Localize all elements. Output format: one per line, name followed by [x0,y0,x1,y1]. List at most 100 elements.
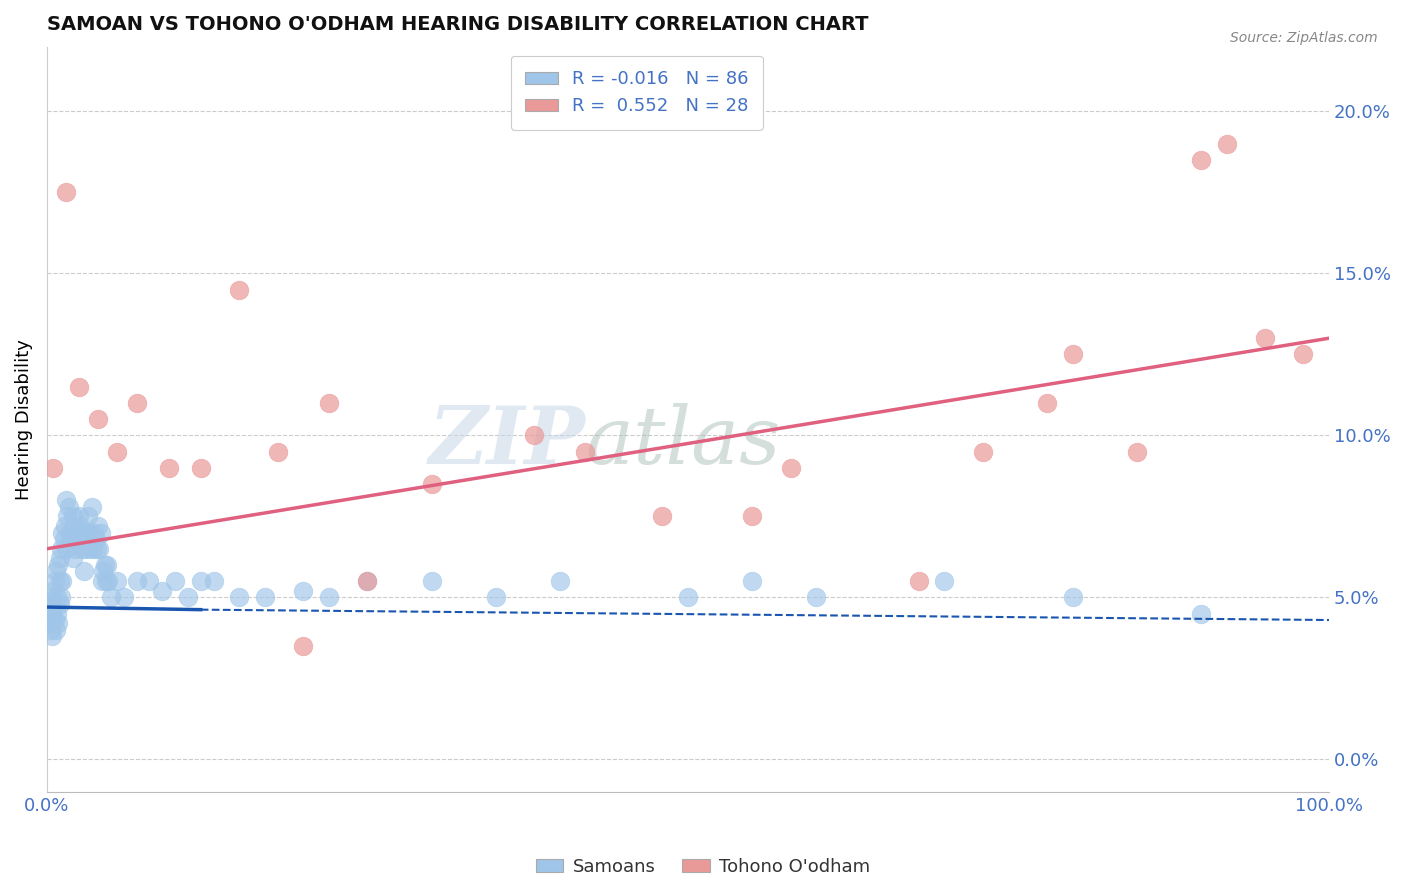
Point [741,509,763,524]
Point [55,186,77,200]
Point [86,541,108,556]
Point [356,574,378,589]
Point [60,532,83,546]
Point [907,574,929,589]
Text: Source: ZipAtlas.com: Source: ZipAtlas.com [1230,31,1378,45]
Point [45,623,67,637]
Point [107,444,129,458]
Point [228,591,250,605]
Y-axis label: Hearing Disability: Hearing Disability [15,339,32,500]
Point [48,616,70,631]
Point [41,607,63,621]
Point [190,460,212,475]
Point [37,607,59,621]
Point [972,444,994,458]
Point [125,574,148,589]
Point [48,558,70,572]
Point [165,574,187,589]
Point [548,574,571,589]
Point [87,412,110,426]
Point [65,532,87,546]
Point [80,500,103,514]
Point [107,574,129,589]
Point [318,396,340,410]
Point [1215,136,1237,151]
Point [96,558,118,572]
Point [83,525,105,540]
Point [62,509,84,524]
Point [267,444,290,458]
Point [48,574,70,589]
Point [190,574,212,589]
Text: atlas: atlas [585,403,780,480]
Point [82,541,104,556]
Point [75,541,97,556]
Point [48,551,70,566]
Legend: Samoans, Tohono O'odham: Samoans, Tohono O'odham [529,851,877,883]
Point [51,574,73,589]
Point [356,574,378,589]
Point [574,444,596,458]
Point [1292,347,1315,361]
Point [46,591,69,605]
Point [1254,331,1277,345]
Point [100,591,122,605]
Point [94,574,117,589]
Point [73,565,96,579]
Point [39,623,62,637]
Point [523,428,546,442]
Point [42,600,65,615]
Point [52,532,75,546]
Point [253,591,276,605]
Point [1062,591,1084,605]
Point [39,591,62,605]
Point [66,525,89,540]
Point [38,616,60,631]
Point [202,574,225,589]
Point [1062,347,1084,361]
Point [38,597,60,611]
Point [177,591,200,605]
Point [89,541,111,556]
Point [112,591,135,605]
Point [420,477,443,491]
Point [67,380,90,394]
Point [79,541,101,556]
Point [69,519,91,533]
Point [150,583,173,598]
Point [56,509,79,524]
Point [318,591,340,605]
Point [59,525,82,540]
Point [806,591,828,605]
Point [44,613,66,627]
Point [51,525,73,540]
Point [934,574,956,589]
Point [91,565,114,579]
Point [55,541,77,556]
Point [93,558,115,572]
Point [53,519,76,533]
Point [48,597,70,611]
Point [63,541,86,556]
Point [72,532,94,546]
Point [67,509,90,524]
Point [77,509,100,524]
Point [55,493,77,508]
Point [41,629,63,643]
Point [676,591,699,605]
Point [292,583,315,598]
Point [42,460,65,475]
Text: SAMOAN VS TOHONO O'ODHAM HEARING DISABILITY CORRELATION CHART: SAMOAN VS TOHONO O'ODHAM HEARING DISABIL… [46,15,869,34]
Point [58,500,80,514]
Point [1189,153,1212,167]
Point [87,519,110,533]
Point [779,460,801,475]
Point [420,574,443,589]
Point [1126,444,1149,458]
Text: ZIP: ZIP [429,403,585,480]
Point [741,574,763,589]
Point [77,525,100,540]
Point [125,396,148,410]
Point [76,525,98,540]
Legend: R = -0.016   N = 86, R =  0.552   N = 28: R = -0.016 N = 86, R = 0.552 N = 28 [510,55,763,129]
